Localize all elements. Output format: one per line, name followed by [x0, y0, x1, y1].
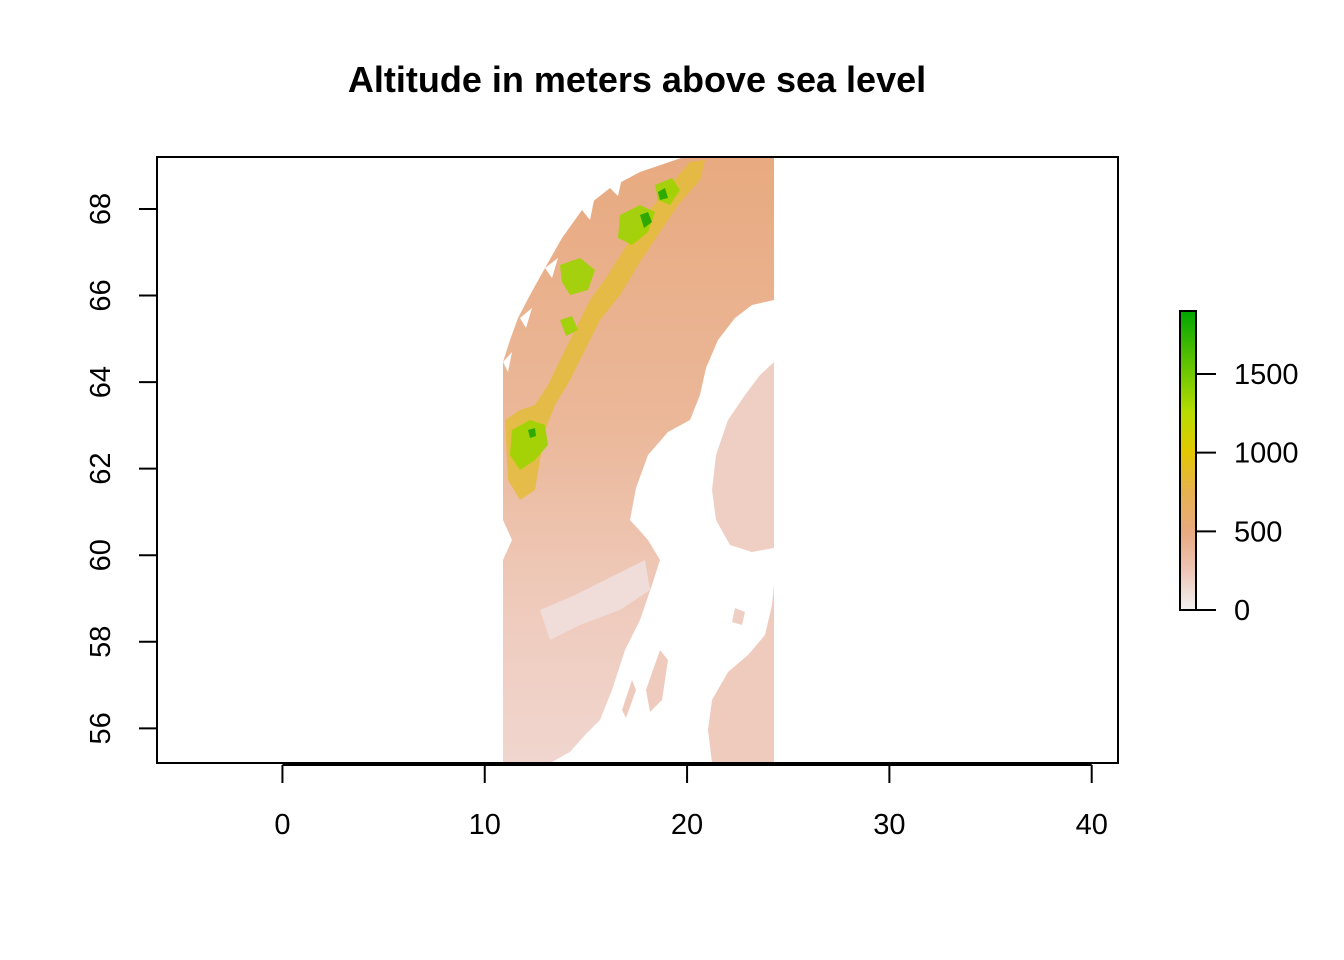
island-gotland	[646, 650, 668, 712]
land-baltics	[708, 585, 774, 763]
y-tick-label: 64	[85, 366, 117, 398]
y-tick-label: 60	[85, 539, 117, 571]
island-aland	[732, 608, 745, 625]
legend-tick-label: 0	[1234, 595, 1250, 627]
legend-ticks: 0 500 1000 1500	[1197, 359, 1299, 627]
x-axis: 0 10 20 30 40	[274, 764, 1108, 841]
y-tick-label: 66	[85, 279, 117, 311]
chart-title: Altitude in meters above sea level	[348, 59, 926, 100]
legend-tick-label: 1000	[1234, 438, 1299, 470]
x-tick-label: 30	[873, 809, 905, 841]
altitude-raster	[503, 157, 774, 763]
y-tick-label: 68	[85, 193, 117, 225]
lowland-central-sweden	[540, 560, 650, 640]
legend-tick-label: 500	[1234, 516, 1282, 548]
y-tick-label: 58	[85, 626, 117, 658]
y-tick-label: 56	[85, 712, 117, 744]
y-axis: 56 58 60 62 64 66 68	[85, 193, 158, 745]
legend-colorbar	[1179, 310, 1197, 611]
mountains-peaks	[510, 178, 680, 470]
land-finland	[712, 362, 774, 552]
x-tick-label: 10	[469, 809, 501, 841]
x-tick-label: 0	[274, 809, 290, 841]
island-oland	[622, 680, 636, 718]
x-tick-label: 20	[671, 809, 703, 841]
x-tick-label: 40	[1076, 809, 1108, 841]
altitude-legend: 0 500 1000 1500	[1179, 310, 1299, 627]
legend-tick-label: 1500	[1234, 359, 1299, 391]
y-tick-label: 62	[85, 453, 117, 485]
